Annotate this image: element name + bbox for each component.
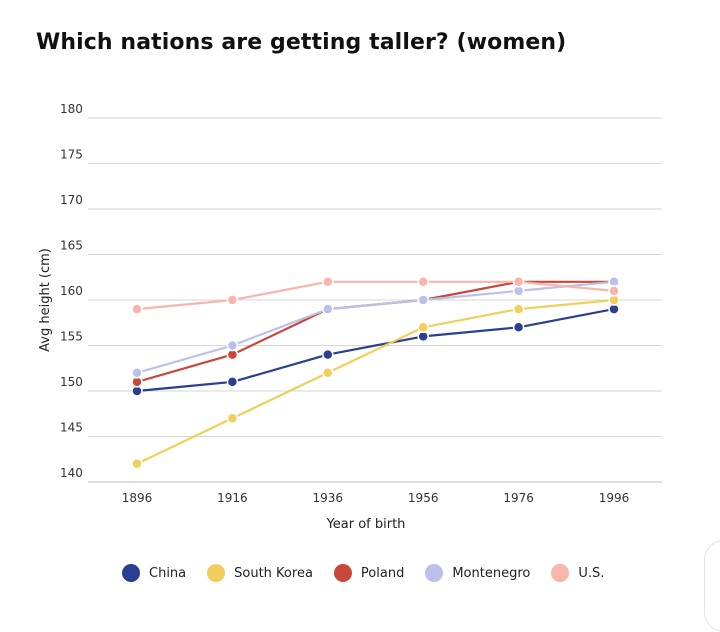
series-south-korea bbox=[131, 294, 620, 470]
legend-item-montenegro: Montenegro bbox=[425, 564, 530, 582]
y-axis-title: Avg height (cm) bbox=[38, 248, 53, 352]
x-tick-labels: 1896 1916 1936 1956 1976 1996 bbox=[122, 491, 630, 505]
series-line-u-s bbox=[136, 280, 615, 311]
series-lines bbox=[131, 276, 620, 470]
series-poland bbox=[131, 276, 620, 388]
data-point-south-korea bbox=[417, 321, 429, 334]
data-point-u-s bbox=[226, 294, 239, 306]
legend: China South Korea Poland Montenegro U.S. bbox=[122, 564, 625, 582]
legend-swatch bbox=[333, 564, 352, 582]
legend-label: South Korea bbox=[234, 565, 313, 581]
y-tick-label: 160 bbox=[60, 284, 83, 298]
x-axis-title: Year of birth bbox=[326, 517, 406, 532]
legend-item-china: China bbox=[122, 564, 186, 582]
y-tick-label: 170 bbox=[60, 193, 83, 207]
y-tick-labels: 140 145 150 155 160 165 170 175 180 bbox=[60, 102, 83, 480]
legend-item-south-korea: South Korea bbox=[207, 564, 313, 582]
y-tick-label: 145 bbox=[60, 421, 83, 435]
y-tick-label: 140 bbox=[60, 466, 83, 480]
legend-item-poland: Poland bbox=[333, 564, 405, 582]
legend-label: Montenegro bbox=[452, 565, 531, 581]
x-tick-label: 1936 bbox=[313, 491, 344, 505]
line-chart: 140 145 150 155 160 165 170 175 180 1896 1916 1936… bbox=[38, 102, 662, 532]
data-point-south-korea bbox=[322, 367, 334, 379]
x-tick-label: 1956 bbox=[408, 491, 439, 505]
y-tick-label: 175 bbox=[60, 148, 83, 162]
chart-title: Which nations are getting taller? (women… bbox=[36, 30, 567, 55]
series-line-poland bbox=[136, 280, 614, 383]
legend-swatch bbox=[207, 564, 226, 582]
legend-swatch bbox=[425, 564, 444, 582]
legend-swatch bbox=[551, 564, 570, 582]
series-u-s bbox=[131, 276, 620, 315]
data-point-u-s bbox=[417, 276, 429, 288]
y-tick-label: 155 bbox=[60, 330, 83, 344]
data-point-south-korea bbox=[512, 303, 525, 315]
data-point-u-s bbox=[322, 276, 334, 288]
grid-lines bbox=[88, 117, 662, 483]
legend-swatch bbox=[122, 564, 140, 582]
data-point-south-korea bbox=[131, 458, 143, 470]
legend-item-u-s: U.S. bbox=[551, 564, 604, 582]
data-point-montenegro bbox=[322, 303, 334, 315]
y-tick-label: 150 bbox=[60, 375, 83, 389]
legend-label: China bbox=[149, 565, 187, 581]
legend-label: U.S. bbox=[578, 565, 605, 581]
data-point-china bbox=[322, 348, 334, 361]
y-tick-label: 180 bbox=[60, 102, 83, 116]
y-tick-label: 165 bbox=[60, 239, 83, 253]
data-point-montenegro bbox=[131, 367, 143, 379]
x-tick-label: 1996 bbox=[599, 491, 630, 505]
data-point-china bbox=[226, 376, 239, 388]
legend-label: Poland bbox=[360, 565, 405, 581]
data-point-u-s bbox=[608, 285, 620, 297]
series-line-china bbox=[136, 308, 615, 393]
data-point-montenegro bbox=[226, 339, 239, 352]
data-point-montenegro bbox=[417, 294, 429, 306]
series-line-south-korea bbox=[136, 298, 615, 465]
data-point-u-s bbox=[512, 276, 525, 288]
x-tick-label: 1976 bbox=[503, 491, 534, 505]
corner-panel bbox=[704, 540, 720, 632]
data-point-u-s bbox=[131, 303, 143, 315]
data-point-china bbox=[512, 321, 525, 334]
x-tick-label: 1896 bbox=[122, 491, 153, 505]
x-tick-label: 1916 bbox=[217, 491, 248, 505]
data-point-south-korea bbox=[226, 412, 239, 425]
series-line-montenegro bbox=[136, 280, 615, 374]
